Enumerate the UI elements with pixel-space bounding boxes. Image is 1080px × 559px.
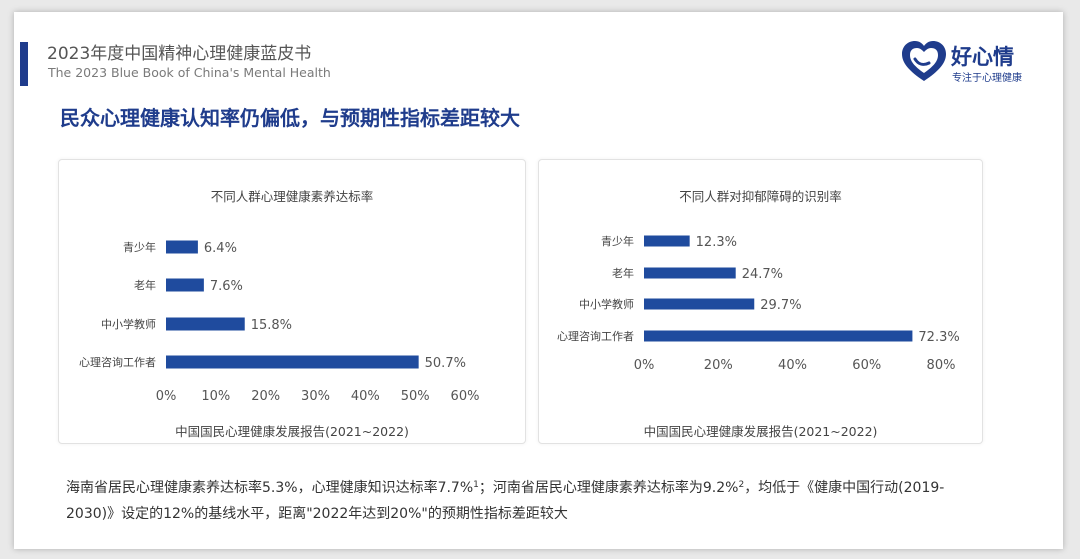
category-label: 青少年 — [123, 240, 156, 254]
chart-panel-depression: 不同人群对抑郁障碍的识别率青少年 12.3% 老年 24.7% 中小学教师 29.7% 心理… — [538, 159, 983, 444]
bar — [166, 317, 245, 331]
bar — [644, 267, 736, 279]
footnote-part-1: 海南省居民心理健康素养达标率5.3%，心理健康知识达标率7.7% — [66, 480, 474, 496]
category-label: 青少年 — [601, 234, 634, 248]
report-title: 2023年度中国精神心理健康蓝皮书 — [47, 44, 312, 64]
chart-panel-literacy: 不同人群心理健康素养达标率青少年 6.4% 老年 7.6% 中小学教师 15.8% 心理咨询… — [58, 159, 526, 444]
category-label: 中小学教师 — [579, 297, 634, 311]
brand-tagline: 专注于心理健康 — [952, 73, 1022, 84]
data-label: 7.6% — [210, 279, 243, 294]
x-tick-label: 50% — [401, 389, 430, 404]
x-tick-label: 20% — [704, 358, 733, 373]
data-label: 24.7% — [742, 267, 783, 282]
slide: 2023年度中国精神心理健康蓝皮书 The 2023 Blue Book of … — [14, 12, 1063, 549]
data-label: 50.7% — [425, 356, 466, 371]
bar — [644, 235, 690, 247]
footnote-ref-2: 2 — [738, 480, 745, 490]
footnote-ref-1: 1 — [473, 480, 479, 490]
data-label: 12.3% — [696, 235, 737, 250]
data-label: 72.3% — [918, 330, 959, 345]
bar — [644, 330, 913, 342]
category-label: 老年 — [612, 266, 634, 280]
x-tick-label: 40% — [351, 389, 380, 404]
x-tick-label: 0% — [634, 358, 655, 373]
data-label: 15.8% — [251, 318, 292, 333]
footnote-line-2: 2030)》设定的12%的基线水平，距离"2022年达到20%"的预期性指标差距… — [66, 506, 568, 522]
x-tick-label: 10% — [201, 389, 230, 404]
data-label: 6.4% — [204, 241, 237, 256]
brand-logo: 好心情 专注于心理健康 — [899, 37, 1049, 87]
heart-logo-icon — [902, 41, 946, 81]
source-label: 中国国民心理健康发展报告(2021~2022) — [644, 424, 878, 439]
x-tick-label: 60% — [852, 358, 881, 373]
x-tick-label: 0% — [156, 389, 177, 404]
chart-title: 不同人群对抑郁障碍的识别率 — [679, 189, 842, 204]
category-label: 老年 — [134, 278, 156, 292]
x-tick-label: 40% — [778, 358, 807, 373]
bar — [166, 278, 204, 292]
category-label: 心理咨询工作者 — [557, 329, 634, 343]
footnote-part-3: ，均低于《健康中国行动(2019- — [744, 480, 945, 496]
footnote-part-2: ；河南省居民心理健康素养达标率为9.2% — [478, 480, 739, 496]
bar — [166, 240, 198, 254]
bar — [644, 298, 755, 310]
chart-title: 不同人群心理健康素养达标率 — [211, 189, 374, 204]
x-tick-label: 30% — [301, 389, 330, 404]
category-label: 中小学教师 — [101, 317, 156, 331]
x-tick-label: 20% — [251, 389, 280, 404]
source-label: 中国国民心理健康发展报告(2021~2022) — [175, 424, 409, 439]
category-label: 心理咨询工作者 — [79, 355, 156, 369]
report-subtitle: The 2023 Blue Book of China's Mental Hea… — [48, 65, 331, 80]
bar — [166, 355, 419, 369]
x-tick-label: 60% — [451, 389, 480, 404]
brand-name: 好心情 — [951, 45, 1014, 69]
data-label: 29.7% — [760, 298, 801, 313]
headline: 民众心理健康认知率仍偏低，与预期性指标差距较大 — [60, 106, 520, 130]
x-tick-label: 80% — [927, 358, 956, 373]
footnote-text: 海南省居民心理健康素养达标率5.3%，心理健康知识达标率7.7%1；河南省居民心… — [66, 472, 1026, 527]
header-accent-bar — [20, 42, 28, 86]
